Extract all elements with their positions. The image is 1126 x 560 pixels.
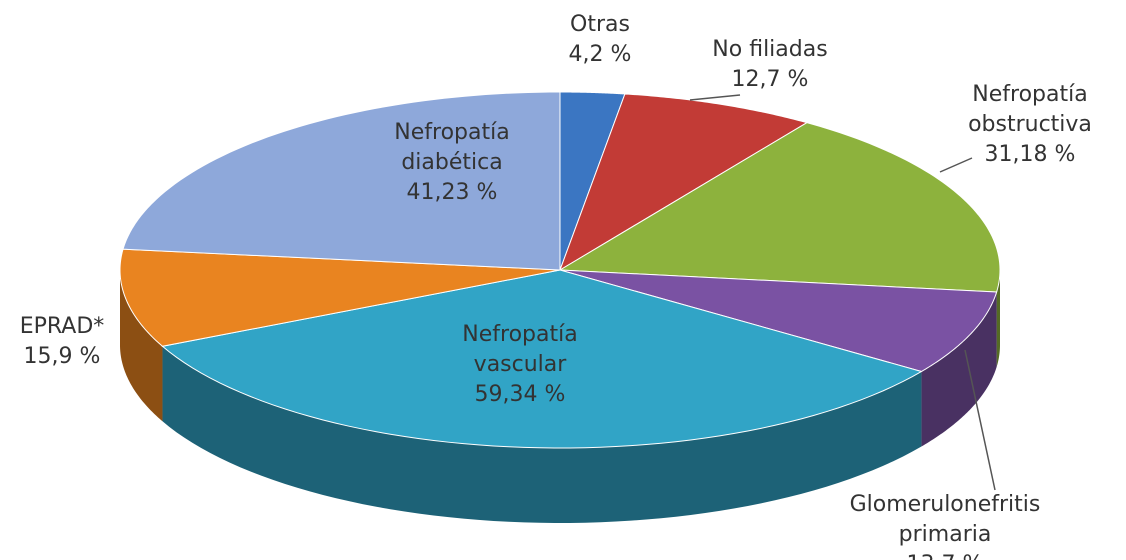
pie-slice [559, 269, 998, 373]
slice-side [996, 270, 1000, 368]
slice-side [120, 270, 163, 422]
pie-slice [122, 91, 561, 271]
value-label: 41,23 % [406, 180, 498, 205]
category-label: Glomerulonefritis primaria [849, 492, 1041, 547]
category-label: Otras [570, 12, 630, 37]
value-label: 4,2 % [568, 42, 632, 67]
category-label: EPRAD* [19, 314, 105, 339]
value-label: 12,7 % [731, 67, 809, 92]
leader-line [939, 157, 973, 173]
pie-slice [558, 122, 1001, 293]
data-label: EPRAD* 15,9 % [0, 312, 152, 372]
category-label: Nefropatía obstructiva [968, 82, 1092, 137]
slice-side [162, 346, 922, 523]
category-label: Nefropatía vascular [462, 322, 578, 377]
data-label: Otras 4,2 % [510, 10, 690, 70]
slice-side [921, 292, 997, 447]
pie-slice [559, 93, 809, 272]
pie-slice [119, 248, 561, 347]
value-label: 15,9 % [23, 344, 101, 369]
leader-line [689, 94, 741, 101]
category-label: No filiadas [712, 37, 828, 62]
data-label: No filiadas 12,7 % [680, 35, 860, 95]
value-label: 59,34 % [474, 382, 566, 407]
data-label: Nefropatía vascular 59,34 % [430, 320, 610, 410]
data-label: Nefropatía obstructiva 31,18 % [940, 80, 1120, 170]
data-label: Nefropatía diabética 41,23 % [362, 118, 542, 208]
pie-slice [161, 269, 923, 449]
leader-lines [689, 94, 996, 491]
leader-line [964, 349, 996, 491]
value-label: 31,18 % [984, 142, 1076, 167]
value-label: 13,7 % [805, 550, 1085, 560]
category-label: Nefropatía diabética [394, 120, 510, 175]
data-label: Glomerulonefritis primaria 13,7 % [805, 490, 1085, 560]
